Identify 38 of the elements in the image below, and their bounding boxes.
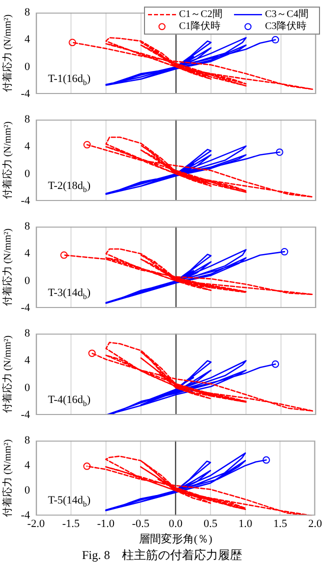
- x-tick-label: -1.0: [97, 518, 115, 530]
- y-tick-label: 4: [24, 248, 30, 260]
- y-tick-label: 8: [24, 327, 30, 340]
- y-tick-label: 8: [24, 6, 30, 18]
- y-axis-title: 付着応力 (N/mm²): [2, 14, 14, 92]
- x-tick-label: -1.5: [62, 518, 80, 530]
- legend-label: C1～C2間: [179, 9, 222, 20]
- y-tick-label: 4: [24, 354, 30, 367]
- y-tick-label: -4: [20, 302, 30, 314]
- y-tick-label: 0: [24, 484, 30, 496]
- x-tick-label: 2.0: [308, 518, 322, 530]
- caption: Fig. 8 柱主筋の付着応力履歴: [82, 548, 242, 562]
- y-tick-label: 8: [24, 113, 30, 126]
- y-axis-title: 付着応力 (N/mm²): [2, 335, 14, 414]
- y-tick-label: -4: [20, 408, 30, 421]
- x-tick-label: 0.5: [204, 518, 218, 530]
- legend-label: C3～C4間: [265, 9, 308, 20]
- y-tick-label: 8: [24, 434, 30, 446]
- x-tick-label: 0.0: [168, 518, 183, 530]
- legend-label: C3降伏時: [265, 20, 307, 32]
- x-tick-label: 1.0: [238, 518, 253, 530]
- y-tick-label: 0: [24, 382, 30, 394]
- legend-label: C1降伏時: [179, 20, 221, 32]
- y-tick-label: -4: [20, 194, 30, 207]
- x-tick-label: -0.5: [132, 518, 150, 530]
- y-axis-title: 付着応力 (N/mm²): [2, 121, 14, 200]
- y-axis-title: 付着応力 (N/mm²): [2, 439, 14, 517]
- y-axis-title: 付着応力 (N/mm²): [2, 228, 14, 306]
- y-tick-label: 4: [24, 140, 30, 153]
- y-tick-label: 8: [24, 220, 30, 232]
- x-axis-title: 層間変形角(％): [138, 532, 213, 546]
- y-tick-label: -4: [20, 88, 30, 100]
- y-tick-label: 0: [24, 168, 30, 180]
- y-tick-label: 0: [24, 274, 30, 287]
- y-tick-label: 4: [24, 459, 30, 472]
- x-tick-label: 1.5: [273, 518, 288, 530]
- y-tick-label: 4: [24, 34, 30, 46]
- y-tick-label: 0: [24, 60, 30, 73]
